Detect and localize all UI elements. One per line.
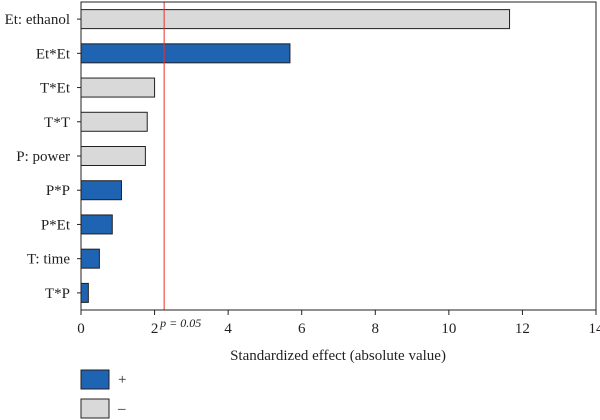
category-label-6: P*Et (41, 217, 71, 233)
x-tick-label-4: 8 (372, 321, 380, 337)
legend-swatch-0 (80, 369, 110, 390)
bar-7 (80, 248, 100, 269)
category-labels: Et: ethanol Et*Et T*Et T*T P: power P*P P*Et T:… (5, 12, 71, 302)
x-tick-label-5: 10 (441, 321, 456, 337)
x-tick-label-2: 4 (224, 321, 232, 337)
x-tick-label-0: 0 (77, 321, 85, 337)
bar-0 (80, 9, 511, 30)
bar-4 (80, 146, 146, 166)
significance-label: p = 0.05 (159, 316, 201, 330)
legend-label-1: – (117, 401, 126, 417)
legend: +– (80, 369, 126, 419)
category-label-7: T: time (27, 252, 70, 268)
x-tick-label-7: 14 (589, 321, 600, 337)
category-label-4: P: power (16, 149, 70, 165)
axes (77, 1, 597, 311)
legend-label-0: + (118, 372, 126, 388)
bar-8 (80, 282, 89, 303)
x-tick-label-3: 6 (298, 321, 306, 337)
bars-group (80, 9, 511, 303)
x-tick-label-1: 2 (151, 321, 159, 337)
x-axis-label: Standardized effect (absolute value) (230, 348, 446, 364)
category-label-1: Et*Et (36, 46, 71, 62)
bar-5 (80, 180, 122, 201)
bar-6 (80, 214, 113, 235)
category-label-5: P*P (46, 183, 70, 199)
x-ticks: 0 2 4 6 8 10 12 14 (77, 310, 600, 337)
bar-2 (80, 77, 156, 98)
legend-swatch-1 (80, 398, 110, 419)
category-label-3: T*T (44, 115, 70, 131)
category-label-0: Et: ethanol (5, 12, 70, 28)
category-label-8: T*P (45, 286, 70, 302)
bar-1 (80, 43, 291, 64)
x-tick-label-6: 12 (515, 321, 530, 337)
category-label-2: T*Et (40, 81, 71, 97)
bar-3 (80, 111, 148, 132)
